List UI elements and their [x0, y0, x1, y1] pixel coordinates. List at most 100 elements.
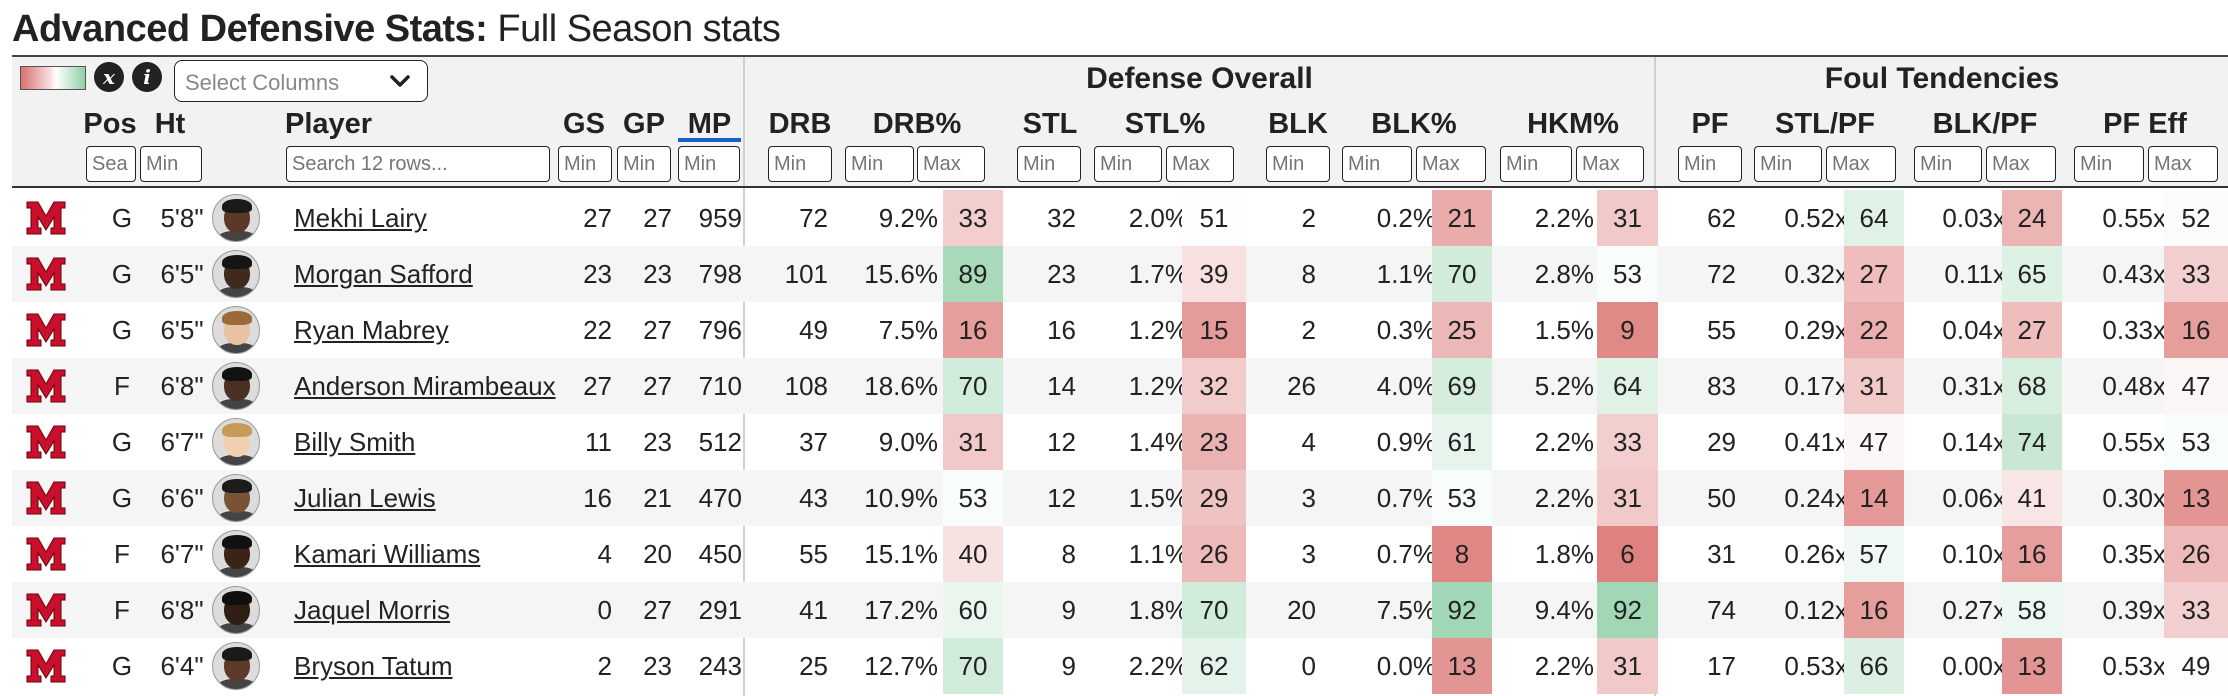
percentile-cell-pfeff: 33 [2164, 246, 2228, 302]
player-name-link[interactable]: Bryson Tatum [294, 651, 453, 681]
clear-filters-button[interactable]: x [94, 62, 124, 92]
mp-min-input[interactable] [678, 146, 740, 182]
team-logo-icon [26, 593, 66, 627]
cell-pfeff: 0.53x [2102, 651, 2166, 681]
player-name-link[interactable]: Anderson Mirambeaux [294, 371, 556, 401]
percentile-cell-stlpf: 47 [1844, 414, 1904, 470]
cell-stlpf: 0.26x [1784, 539, 1848, 569]
cell-drb: 108 [784, 371, 828, 401]
gs-min-input[interactable] [558, 146, 612, 182]
cell-mp: 710 [698, 371, 742, 401]
percentile-cell-stlpf: 16 [1844, 582, 1904, 638]
player-avatar [212, 306, 260, 354]
percentile-cell-blkp: 61 [1432, 414, 1492, 470]
cell-hkm: 2.2% [1534, 483, 1594, 513]
pos-filter-input[interactable] [86, 146, 136, 182]
cell-ht: 6'5" [160, 315, 204, 345]
player-search-input[interactable] [286, 146, 550, 182]
table-row: G 6'5" 22 27 796 49 7.5% 16 1.2% 2 0.3% 1.5% 55 0.29x… [12, 302, 2228, 358]
col-header-pf[interactable]: PF [1691, 108, 1729, 140]
cell-pfeff: 0.33x [2102, 315, 2166, 345]
gp-min-input[interactable] [617, 146, 671, 182]
col-header-drb[interactable]: DRB [768, 108, 832, 140]
cell-pf: 31 [1707, 539, 1736, 569]
col-header-drbp[interactable]: DRB% [872, 108, 962, 140]
info-icon[interactable]: i [132, 62, 162, 92]
drbp-max-input[interactable] [917, 146, 985, 182]
percentile-cell-stlpf: 66 [1844, 638, 1904, 694]
cell-pfeff: 0.55x [2102, 427, 2166, 457]
color-scale-legend [20, 66, 86, 90]
player-name-link[interactable]: Julian Lewis [294, 483, 436, 513]
cell-stl: 9 [1061, 651, 1076, 681]
blkpf-max-input[interactable] [1986, 146, 2056, 182]
col-header-pos[interactable]: Pos [83, 108, 137, 140]
table-row: F 6'8" 0 27 291 41 17.2% 9 1.8% 20 7.5% 9.4% 74 0.12x… [12, 582, 2228, 638]
col-header-ht[interactable]: Ht [154, 108, 186, 140]
cell-blkpf: 0.00x [1942, 651, 2006, 681]
cell-pf: 72 [1707, 259, 1736, 289]
player-name-link[interactable]: Ryan Mabrey [294, 315, 449, 345]
col-header-pfeff[interactable]: PF Eff [2103, 108, 2187, 140]
cell-hkm: 2.2% [1534, 427, 1594, 457]
col-header-blk[interactable]: BLK [1268, 108, 1328, 140]
title-divider [12, 55, 2228, 57]
player-name-link[interactable]: Billy Smith [294, 427, 416, 457]
col-header-blkp[interactable]: BLK% [1371, 108, 1457, 140]
table-row: F 6'7" 4 20 450 55 15.1% 8 1.1% 3 0.7% 1.8% 31 0.26x 0… [12, 526, 2228, 582]
col-header-gp[interactable]: GP [623, 108, 665, 140]
percentile-cell-stlpf: 31 [1844, 358, 1904, 414]
cell-blkpf: 0.10x [1942, 539, 2006, 569]
percentile-cell-blkp: 53 [1432, 470, 1492, 526]
ht-min-input[interactable] [140, 146, 202, 182]
percentile-cell-blkp: 21 [1432, 190, 1492, 246]
col-header-blkpf[interactable]: BLK/PF [1932, 108, 2038, 140]
player-name-link[interactable]: Mekhi Lairy [294, 203, 427, 233]
drb-min-input[interactable] [768, 146, 832, 182]
col-header-gs[interactable]: GS [563, 108, 605, 140]
percentile-cell-stlpf: 64 [1844, 190, 1904, 246]
col-header-stlpf[interactable]: STL/PF [1775, 108, 1875, 140]
col-header-stlp[interactable]: STL% [1124, 108, 1206, 140]
select-columns-dropdown[interactable]: Select Columns [174, 60, 428, 102]
cell-gs: 27 [583, 371, 612, 401]
drbp-min-input[interactable] [845, 146, 914, 182]
hkm-min-input[interactable] [1500, 146, 1572, 182]
percentile-cell-stlp: 15 [1182, 302, 1246, 358]
col-header-player[interactable]: Player [285, 108, 373, 140]
stlpf-min-input[interactable] [1754, 146, 1822, 182]
cell-blk: 26 [1287, 371, 1316, 401]
percentile-cell-pfeff: 52 [2164, 190, 2228, 246]
stlp-min-input[interactable] [1094, 146, 1162, 182]
cell-hkm: 2.8% [1534, 259, 1594, 289]
pf-min-input[interactable] [1678, 146, 1742, 182]
pfeff-max-input[interactable] [2148, 146, 2218, 182]
hkm-max-input[interactable] [1576, 146, 1644, 182]
cell-pfeff: 0.35x [2102, 539, 2166, 569]
col-header-hkm[interactable]: HKM% [1527, 108, 1619, 140]
cell-gs: 0 [597, 595, 612, 625]
player-name-link[interactable]: Morgan Safford [294, 259, 473, 289]
player-name-link[interactable]: Kamari Williams [294, 539, 481, 569]
col-header-mp[interactable]: MP [687, 108, 732, 140]
percentile-cell-pfeff: 16 [2164, 302, 2228, 358]
stlpf-max-input[interactable] [1826, 146, 1896, 182]
blkp-max-input[interactable] [1416, 146, 1486, 182]
cell-gs: 2 [597, 651, 612, 681]
table-row: G 6'5" 23 23 798 101 15.6% 23 1.7% 8 1.1% 2.8% 72 0.3… [12, 246, 2228, 302]
cell-mp: 291 [698, 595, 742, 625]
percentile-cell-hkm: 33 [1597, 414, 1658, 470]
col-header-stl[interactable]: STL [1022, 108, 1078, 140]
blkp-min-input[interactable] [1342, 146, 1412, 182]
stlp-max-input[interactable] [1166, 146, 1234, 182]
stl-min-input[interactable] [1017, 146, 1081, 182]
pfeff-min-input[interactable] [2074, 146, 2144, 182]
cell-ht: 6'8" [160, 371, 204, 401]
percentile-cell-stlp: 39 [1182, 246, 1246, 302]
player-name-link[interactable]: Jaquel Morris [294, 595, 451, 625]
chevron-down-icon [390, 75, 410, 87]
cell-pos: G [111, 483, 133, 513]
cell-mp: 470 [698, 483, 742, 513]
blk-min-input[interactable] [1266, 146, 1330, 182]
blkpf-min-input[interactable] [1914, 146, 1982, 182]
